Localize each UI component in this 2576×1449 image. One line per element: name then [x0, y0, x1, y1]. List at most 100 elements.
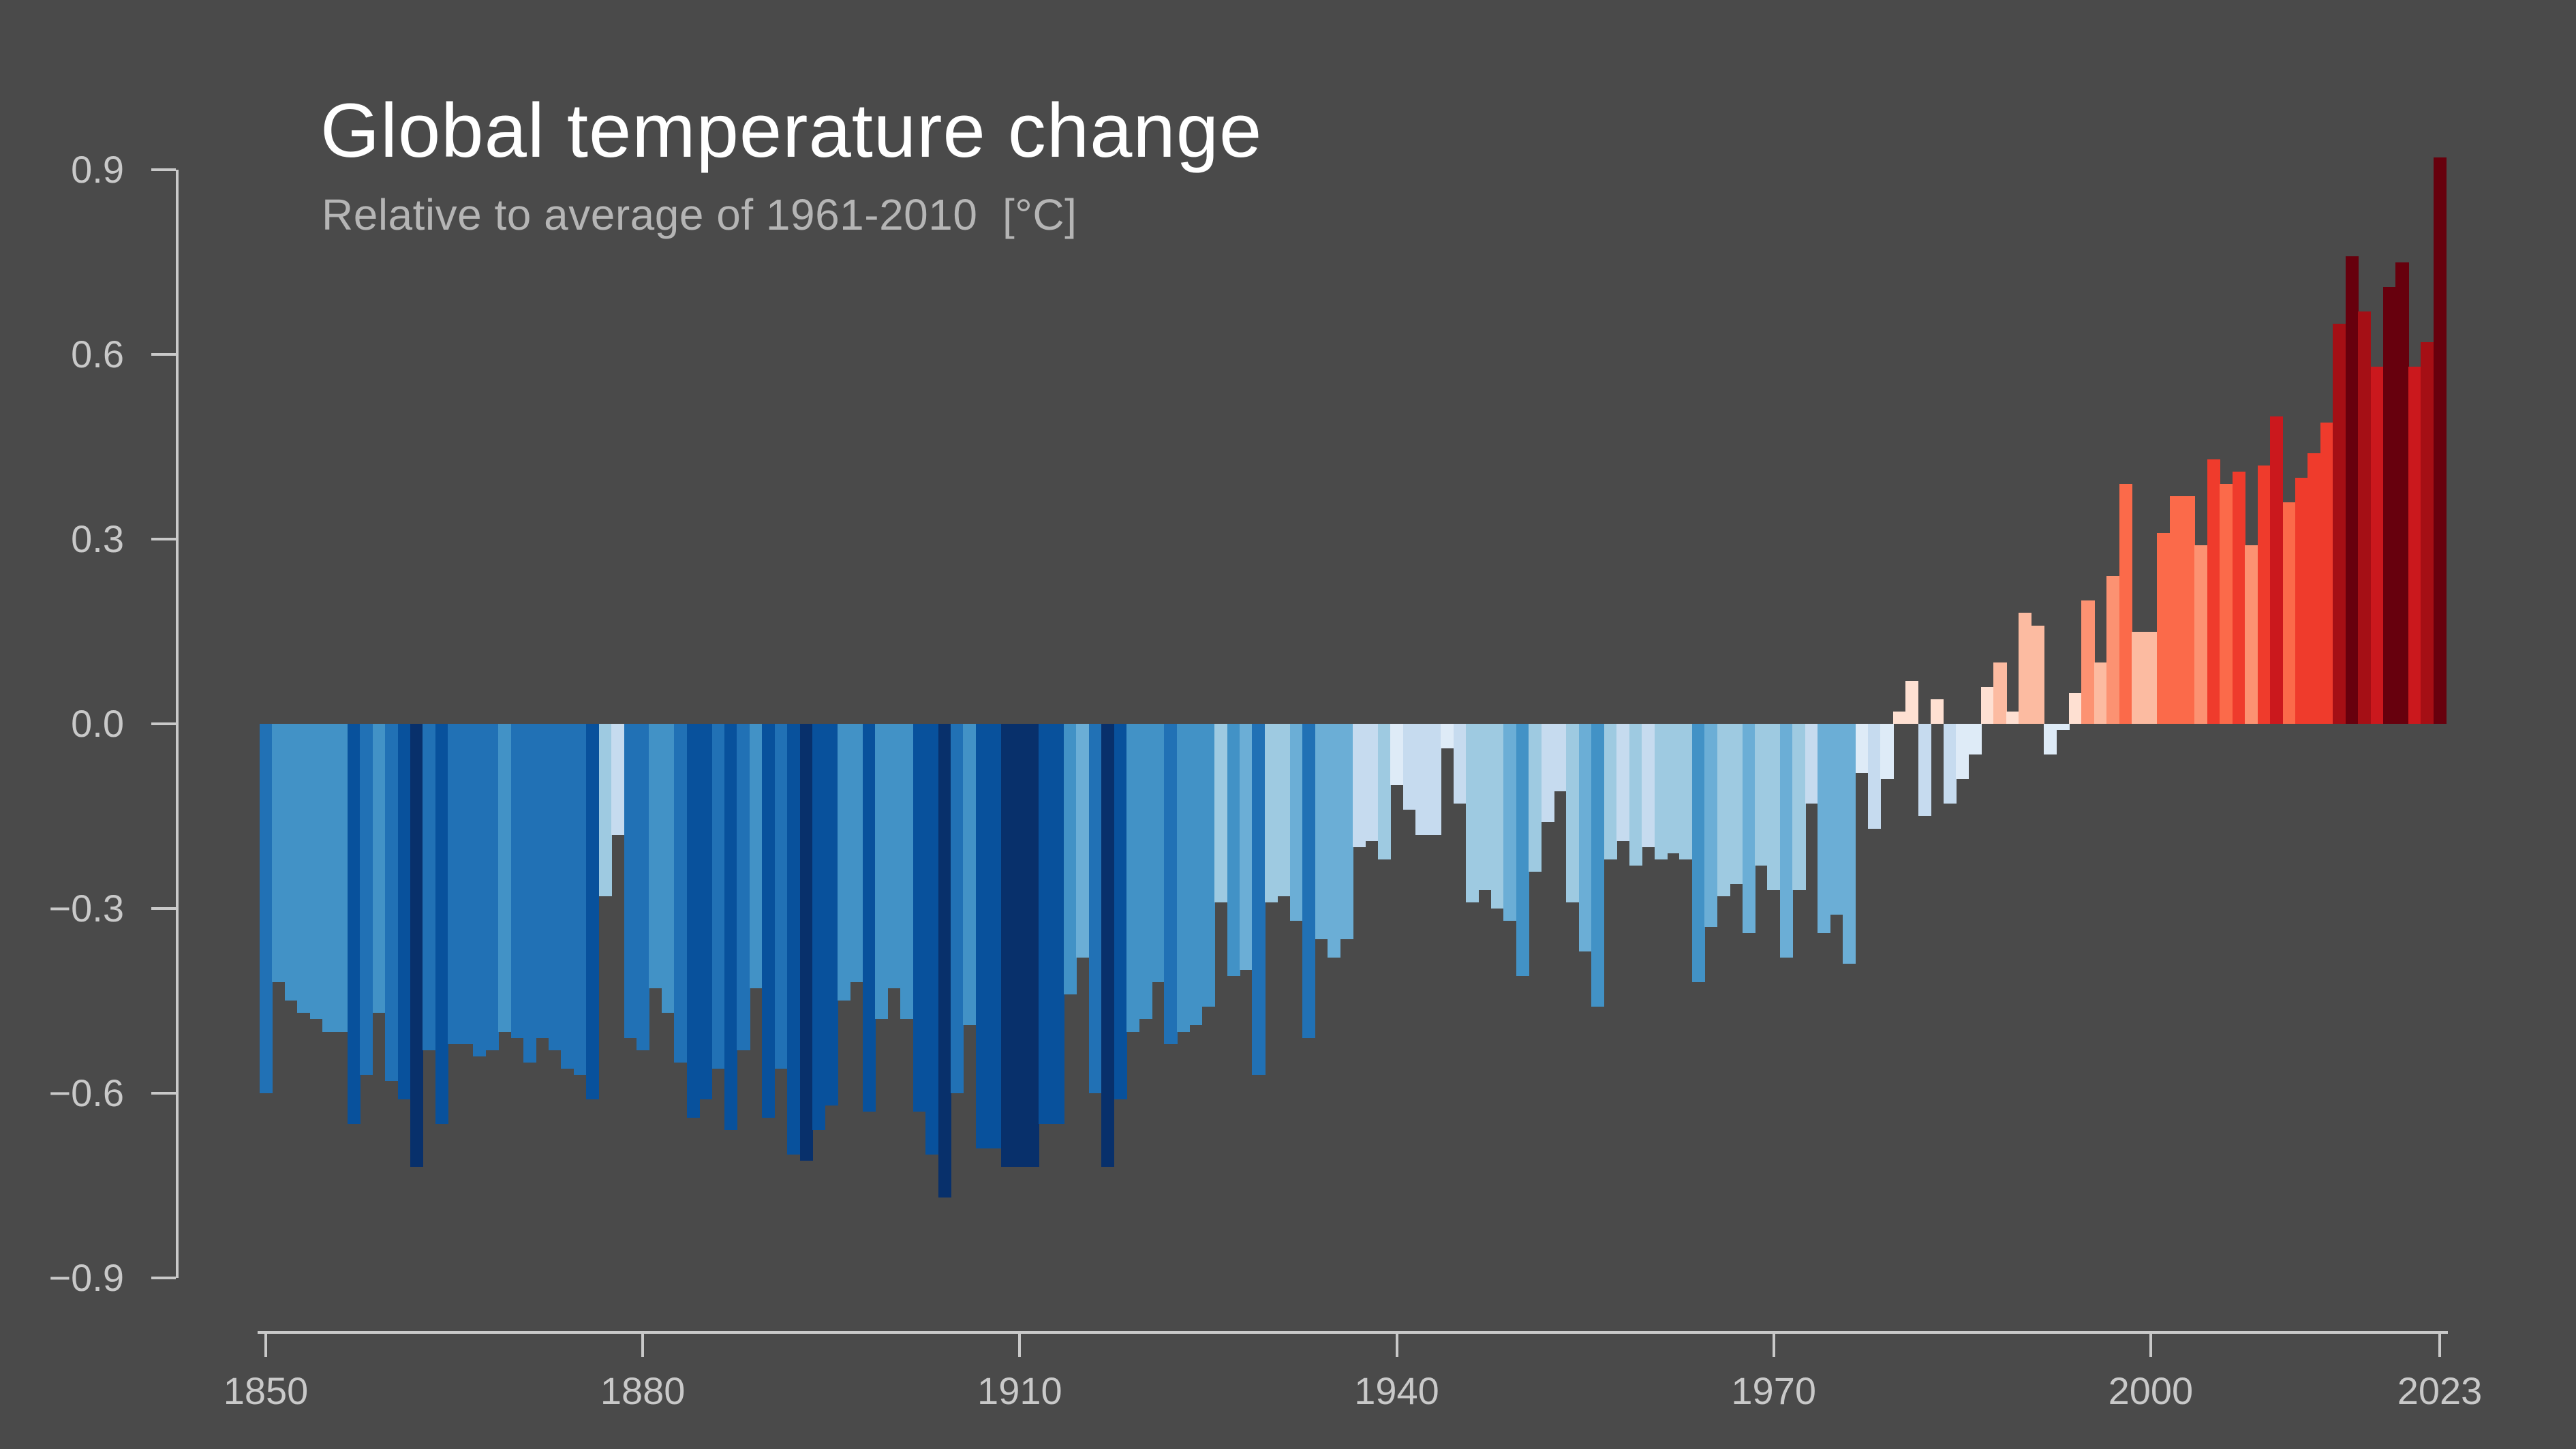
temperature-bar-2020	[2395, 262, 2409, 724]
temperature-bar-1988	[1993, 662, 2007, 724]
temperature-bar-1877	[598, 724, 612, 896]
temperature-bar-2001	[2157, 533, 2171, 724]
temperature-bar-1975	[1830, 724, 1843, 915]
temperature-bar-1959	[1629, 724, 1642, 866]
temperature-bar-2013	[2307, 453, 2321, 724]
temperature-bar-1960	[1642, 724, 1655, 847]
temperature-bar-1955	[1578, 724, 1593, 952]
temperature-bar-1894	[812, 724, 826, 1130]
temperature-bar-1874	[561, 724, 574, 1069]
temperature-bar-1965	[1704, 724, 1718, 927]
temperature-bar-1857	[347, 724, 361, 1124]
temperature-bar-1937	[1352, 724, 1366, 847]
temperature-bar-1997	[2106, 576, 2120, 724]
temperature-bar-2014	[2320, 422, 2333, 724]
temperature-bar-1895	[825, 724, 838, 1105]
temperature-bar-1854	[309, 724, 323, 1020]
temperature-bar-2018	[2370, 367, 2384, 724]
temperature-bar-1978	[1868, 724, 1882, 829]
temperature-bar-1919	[1126, 724, 1140, 1032]
temperature-bar-1976	[1843, 724, 1856, 964]
temperature-bar-1907	[975, 724, 989, 1149]
temperature-bar-1998	[2119, 483, 2132, 724]
temperature-bar-1873	[548, 724, 562, 1050]
temperature-bar-2011	[2282, 502, 2296, 724]
temperature-bar-1927	[1227, 724, 1240, 977]
temperature-bar-1880	[636, 724, 650, 1050]
temperature-bar-1991	[2031, 625, 2044, 724]
temperature-bar-1891	[774, 724, 788, 1069]
temperature-bar-2021	[2408, 367, 2422, 724]
temperature-bar-1872	[536, 724, 549, 1038]
temperature-bar-1856	[335, 724, 348, 1032]
temperature-bar-1948	[1490, 724, 1504, 909]
temperature-bar-1996	[2094, 662, 2108, 724]
temperature-bar-1992	[2044, 724, 2057, 755]
temperature-bar-1915	[1076, 724, 1090, 958]
y-tick-label-0.6: 0.6	[71, 333, 124, 376]
y-tick-label-0.9: 0.9	[71, 148, 124, 192]
temperature-bar-1950	[1516, 724, 1529, 977]
temperature-bar-1932	[1289, 724, 1303, 921]
temperature-bar-1878	[611, 724, 625, 835]
temperature-bar-1920	[1139, 724, 1152, 1020]
temperature-bar-1890	[762, 724, 776, 1118]
temperature-bar-1861	[397, 724, 411, 1099]
temperature-bar-2016	[2345, 256, 2359, 724]
temperature-bar-1864	[435, 724, 449, 1124]
temperature-bar-1859	[372, 724, 386, 1013]
x-tick-label-1970: 1970	[1731, 1369, 1816, 1412]
x-axis-line	[257, 1331, 2449, 1334]
temperature-bar-2012	[2295, 477, 2309, 724]
temperature-bar-1936	[1340, 724, 1353, 940]
temperature-bar-1966	[1717, 724, 1730, 896]
temperature-bar-1921	[1151, 724, 1165, 983]
temperature-bar-1942	[1415, 724, 1429, 835]
temperature-bar-2005	[2207, 459, 2220, 724]
y-tick-label-−0.6: −0.6	[48, 1071, 124, 1114]
temperature-bar-1898	[862, 724, 876, 1112]
temperature-bar-1908	[988, 724, 1002, 1149]
temperature-bar-1934	[1315, 724, 1328, 940]
temperature-bar-1984	[1943, 724, 1957, 804]
x-tick-1910	[1018, 1334, 1022, 1357]
temperature-bar-1853	[297, 724, 311, 1013]
y-tick-0.9	[151, 168, 176, 172]
temperature-bar-1985	[1956, 724, 1969, 780]
temperature-bar-1940	[1390, 724, 1404, 786]
temperature-bar-1938	[1365, 724, 1379, 841]
y-tick-label-0.3: 0.3	[71, 517, 124, 561]
temperature-bar-1944	[1441, 724, 1454, 749]
temperature-bar-1986	[1968, 724, 1982, 755]
temperature-bar-1884	[686, 724, 700, 1118]
temperature-bar-1879	[624, 724, 637, 1038]
chart-title: Global temperature change	[320, 88, 1263, 173]
temperature-bar-1918	[1114, 724, 1127, 1099]
temperature-bar-1999	[2132, 631, 2145, 724]
temperature-bar-1941	[1402, 724, 1416, 810]
temperature-bar-1851	[272, 724, 286, 983]
temperature-bar-1961	[1654, 724, 1668, 859]
temperature-bar-2004	[2194, 545, 2208, 724]
x-tick-label-1940: 1940	[1354, 1369, 1439, 1412]
temperature-bar-2008	[2245, 545, 2258, 724]
temperature-bar-1947	[1478, 724, 1492, 890]
temperature-bar-1933	[1302, 724, 1316, 1038]
temperature-bar-1875	[573, 724, 587, 1075]
temperature-bar-1862	[410, 724, 424, 1168]
temperature-bar-1924	[1189, 724, 1203, 1026]
temperature-bar-1963	[1679, 724, 1693, 859]
temperature-bar-2007	[2232, 471, 2245, 724]
x-tick-1970	[1772, 1334, 1775, 1357]
y-tick-−0.3	[151, 906, 176, 910]
y-tick-0.3	[151, 538, 176, 541]
temperature-bar-1953	[1554, 724, 1567, 792]
temperature-bar-1990	[2019, 613, 2032, 724]
temperature-bar-1958	[1616, 724, 1630, 841]
y-tick-label-0.0: 0.0	[71, 702, 124, 745]
temperature-bar-1977	[1855, 724, 1869, 774]
temperature-bar-2010	[2270, 416, 2284, 724]
temperature-bar-1913	[1051, 724, 1064, 1124]
temperature-bar-2006	[2220, 483, 2233, 724]
temperature-bar-2009	[2257, 465, 2271, 724]
